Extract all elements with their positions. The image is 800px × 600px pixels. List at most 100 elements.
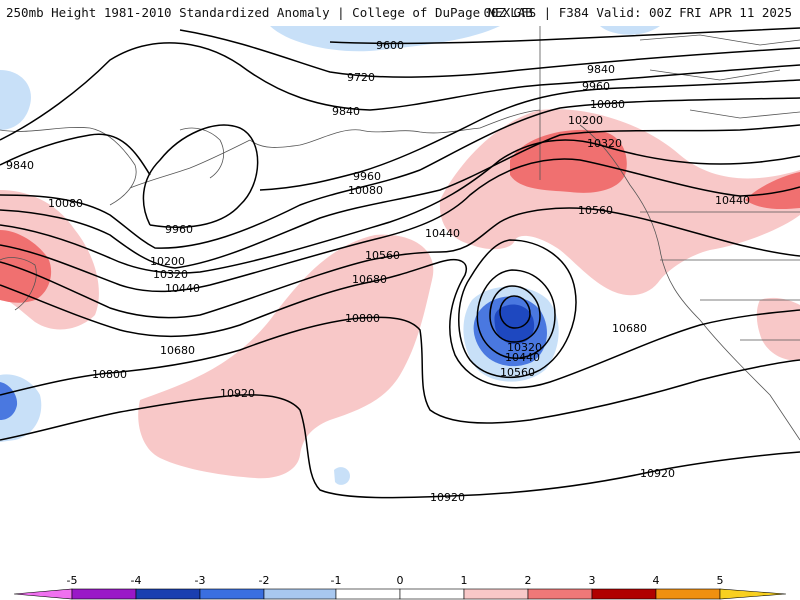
label-10320-c: 10320 [507, 341, 542, 354]
label-10200-b: 10200 [150, 255, 185, 268]
label-10440-d: 10440 [505, 351, 540, 364]
title-bar: 250mb Height 1981-2010 Standardized Anom… [0, 0, 800, 26]
colorbar-tick: 2 [525, 574, 532, 587]
map-title: 250mb Height 1981-2010 Standardized Anom… [6, 5, 533, 20]
contour-10560 [0, 207, 800, 319]
colorbar-segment [199, 588, 265, 600]
colorbar-segment [71, 588, 137, 600]
label-9600: 9600 [376, 39, 404, 52]
contour-low-core [499, 295, 531, 329]
contour-10440 [0, 158, 800, 293]
japan-coast [0, 257, 37, 311]
label-10560-a: 10560 [578, 204, 613, 217]
colorbar-tick: 5 [717, 574, 724, 587]
anomaly-pos-east-mid [745, 172, 800, 210]
colorbar-segment [527, 588, 593, 600]
label-9720: 9720 [347, 71, 375, 84]
label-9960-a: 9960 [582, 80, 610, 93]
colorbar-tick: -1 [331, 574, 342, 587]
label-10320-b: 10320 [153, 268, 188, 281]
label-10440-c: 10440 [165, 282, 200, 295]
contour-10680 [0, 258, 800, 389]
contour-9600 [329, 27, 800, 45]
run-info: 00Z GFS | F384 Valid: 00Z FRI APR 11 202… [483, 5, 792, 20]
label-10920-c: 10920 [430, 491, 465, 504]
aleutians [129, 139, 251, 189]
anomaly-neg-west [0, 70, 31, 130]
colorbar-segment [591, 588, 657, 600]
label-9840-c: 9840 [6, 159, 34, 172]
colorbar-tick: 1 [461, 574, 468, 587]
contour-10200 [0, 124, 800, 269]
colorbar-bar [13, 588, 787, 600]
positive-anomaly-shading [0, 109, 800, 479]
siberia-coast [0, 127, 137, 206]
label-10080-a: 10080 [590, 98, 625, 111]
colorbar-segment [135, 588, 201, 600]
label-10320-a: 10320 [587, 137, 622, 150]
colorbar: -5 -4 -3 -2 -1 0 1 2 3 4 5 [13, 574, 787, 600]
contour-9720 [179, 29, 800, 78]
negative-anomaly-shading [0, 26, 660, 485]
coastlines [0, 26, 800, 441]
colorbar-tick: -5 [67, 574, 78, 587]
label-10920-b: 10920 [640, 467, 675, 480]
colorbar-ticks: -5 -4 -3 -2 -1 0 1 2 3 4 5 [67, 574, 724, 587]
colorbar-segment [399, 588, 465, 600]
anomaly-pos-ne-mid [510, 129, 627, 193]
label-10680-c: 10680 [160, 344, 195, 357]
contour-low-outer [458, 239, 577, 379]
anomaly-pos-se [756, 297, 800, 361]
contour-9960-low [142, 124, 259, 228]
colorbar-segment [335, 588, 401, 600]
na-west-coast [579, 124, 800, 441]
colorbar-arrow-left [13, 588, 73, 600]
colorbar-tick: -2 [259, 574, 270, 587]
colorbar-tick: 4 [653, 574, 660, 587]
contour-9840-top [0, 42, 800, 141]
label-10560-c: 10560 [500, 366, 535, 379]
colorbar-tick: -3 [195, 574, 206, 587]
label-10680-a: 10680 [352, 273, 387, 286]
contour-low-inner [489, 285, 541, 343]
colorbar-segment [263, 588, 337, 600]
contour-10920 [0, 394, 800, 499]
label-10800-b: 10800 [92, 368, 127, 381]
colorbar-arrow-right [719, 588, 787, 600]
label-10080-b: 10080 [348, 184, 383, 197]
contour-9960-main [0, 79, 800, 191]
label-10680-b: 10680 [612, 322, 647, 335]
label-9960-b: 9960 [353, 170, 381, 183]
label-10560-b: 10560 [365, 249, 400, 262]
anomaly-neg-ne [600, 26, 660, 35]
colorbar-tick: -4 [131, 574, 142, 587]
label-10200-a: 10200 [568, 114, 603, 127]
colorbar-tick: 0 [397, 574, 404, 587]
contour-low-mid [476, 269, 556, 359]
canada-islands [639, 34, 800, 119]
contour-10080 [0, 97, 800, 249]
colorbar-segment [463, 588, 529, 600]
label-10440-a: 10440 [715, 194, 750, 207]
label-10440-b: 10440 [425, 227, 460, 240]
alaska-coast [249, 26, 541, 180]
us-border [640, 211, 800, 341]
label-10920-a: 10920 [220, 387, 255, 400]
anomaly-neg-small [334, 467, 350, 485]
contour-10320 [0, 139, 800, 274]
label-10080-c: 10080 [48, 197, 83, 210]
label-10800-a: 10800 [345, 312, 380, 325]
height-contours [0, 27, 800, 499]
label-9840-a: 9840 [332, 105, 360, 118]
anomaly-neg-north [270, 26, 500, 52]
contour-10800 [0, 316, 800, 424]
kamchatka [179, 127, 224, 179]
contour-labels: 9600 9720 9840 9840 9840 9960 9960 9960 … [6, 39, 750, 504]
anomaly-pos-central [138, 234, 434, 479]
label-9840-b: 9840 [587, 63, 615, 76]
label-9960-c: 9960 [165, 223, 193, 236]
colorbar-segment [655, 588, 721, 600]
colorbar-tick: 3 [589, 574, 596, 587]
anomaly-neg-low-core [494, 304, 535, 345]
map-canvas: 9600 9720 9840 9840 9840 9960 9960 9960 … [0, 26, 800, 504]
